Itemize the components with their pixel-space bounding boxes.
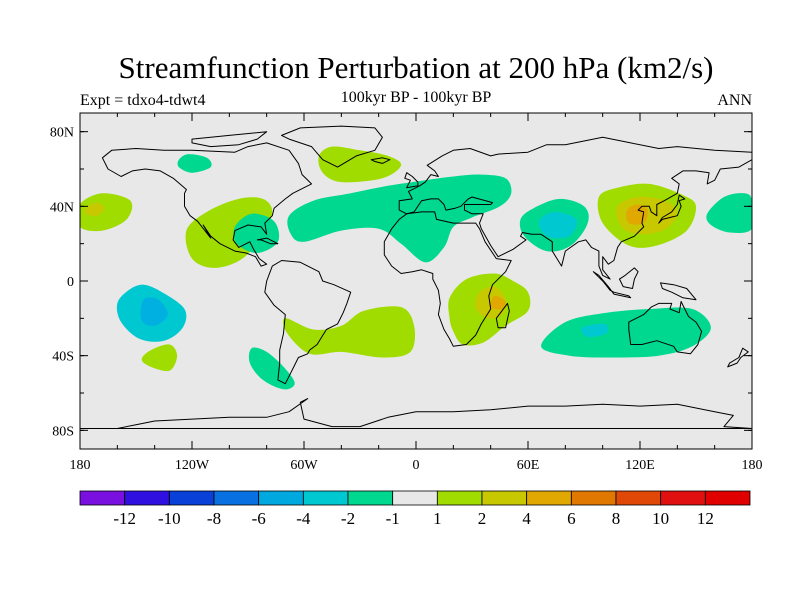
south-america-anomaly: [282, 306, 416, 358]
west-pacific-north-anomaly: [706, 193, 752, 233]
north-america-outline: [101, 142, 312, 267]
greenland-outline: [281, 125, 383, 168]
colorbar-swatch: [481, 490, 528, 506]
y-tick-label: 0: [67, 275, 74, 290]
eurasia-outline: [398, 136, 752, 280]
south-america-outline: [264, 260, 352, 385]
n-atlantic-europe-asia-positive-band: [287, 174, 512, 263]
y-tick-label: 40N: [50, 200, 74, 215]
australia-outline: [628, 301, 703, 355]
right-subtitle: ANN: [717, 92, 752, 109]
colorbar-swatch: [392, 490, 438, 506]
colorbar-label: 12: [697, 509, 714, 528]
antarctica-outline: [80, 398, 752, 429]
colorbar: -12 -10 -8 -6 -4 -2 -1 1 2 4 6 8 10 12: [79, 490, 751, 528]
colorbar-swatch: [704, 490, 751, 506]
caribbean-anomaly: [233, 213, 280, 254]
axis-ticks: 180 120W 60W 0 60E 120E 180 80N 40N 0 40S 80S: [50, 113, 763, 473]
japan-outline: [658, 194, 686, 224]
colorbar-swatch: [347, 490, 394, 506]
left-subtitle: Expt = tdxo4-tdwt4: [80, 92, 206, 109]
colorbar-swatch: [124, 490, 170, 506]
colorbar-swatch: [168, 490, 215, 506]
colorbar-label: 10: [652, 509, 669, 528]
colorbar-swatch: [570, 490, 617, 506]
arctic-islands-outline: [191, 131, 268, 148]
y-tick-label: 80S: [52, 424, 74, 439]
iceland-outline: [370, 157, 391, 164]
colorbar-swatch: [436, 490, 483, 506]
plot-title: Streamfunction Perturbation at 200 hPa (…: [118, 50, 714, 85]
britain-outline: [404, 172, 419, 189]
africa-outline: [383, 211, 512, 347]
alaska-anomaly: [177, 154, 212, 173]
colorbar-label: -12: [113, 509, 136, 528]
center-subtitle: 100kyr BP - 100kyr BP: [340, 89, 492, 106]
x-tick-label: 60W: [290, 458, 318, 473]
colorbar-swatch: [526, 490, 572, 506]
pacific-south-core: [140, 297, 168, 327]
new-guinea-outline: [660, 282, 697, 301]
indonesia-outline: [592, 271, 632, 299]
colorbar-label: -4: [296, 509, 311, 528]
mid-pacific-north-anomaly: [80, 193, 133, 232]
madagascar-outline: [495, 302, 510, 329]
africa-inner-core: [490, 295, 506, 310]
colorbar-swatch: [79, 490, 126, 506]
x-tick-label: 180: [70, 458, 91, 473]
colorbar-swatch: [302, 490, 349, 506]
y-tick-label: 40S: [52, 350, 74, 365]
colorbar-swatch: [615, 490, 662, 506]
x-tick-label: 120E: [625, 458, 655, 473]
colorbar-label: -1: [386, 509, 400, 528]
coastlines: [80, 125, 752, 429]
colorbar-swatch: [660, 490, 706, 506]
australia-core: [581, 323, 609, 338]
colorbar-label: 8: [612, 509, 621, 528]
mid-pacific-north-core: [84, 202, 105, 216]
colorbar-swatch: [258, 490, 304, 506]
colorbar-label: -6: [252, 509, 266, 528]
colorbar-label: -2: [341, 509, 355, 528]
colorbar-swatch: [213, 490, 260, 506]
x-tick-label: 120W: [175, 458, 210, 473]
borneo-outline: [619, 267, 639, 289]
y-tick-label: 80N: [50, 126, 74, 141]
pacific-southeast-anomaly: [141, 344, 178, 372]
x-tick-label: 60E: [517, 458, 540, 473]
patagonia-anomaly: [248, 347, 295, 390]
cuba-outline: [256, 237, 279, 245]
colorbar-label: 6: [567, 509, 576, 528]
colorbar-label: -8: [207, 509, 221, 528]
new-zealand-outline: [727, 347, 749, 368]
colorbar-label: 4: [522, 509, 531, 528]
africa-core: [475, 286, 506, 319]
x-tick-label: 180: [742, 458, 763, 473]
greenland-iceland-anomaly: [318, 146, 402, 183]
colorbar-label: 2: [478, 509, 487, 528]
anomaly-contours: [80, 146, 752, 390]
colorbar-label: 1: [433, 509, 442, 528]
colorbar-label: -10: [158, 509, 181, 528]
india-core: [538, 211, 578, 239]
x-tick-label: 0: [413, 458, 420, 473]
